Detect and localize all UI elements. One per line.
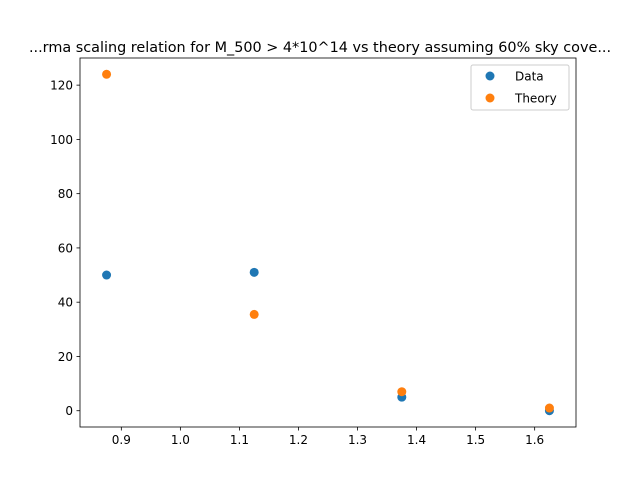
- y-tick-label: 120: [50, 79, 73, 93]
- axes-background: [80, 58, 576, 427]
- axes-frame: [79, 57, 577, 428]
- point-theory: [544, 403, 554, 413]
- legend-marker-data: [485, 71, 495, 81]
- x-tick-label: 1.3: [348, 433, 367, 447]
- point-theory: [102, 69, 112, 79]
- y-tick-label: 100: [50, 133, 73, 147]
- point-theory: [249, 309, 259, 319]
- x-tick-label: 1.5: [466, 433, 485, 447]
- x-tick-label: 1.6: [525, 433, 544, 447]
- plot-area: [80, 58, 576, 427]
- y-tick-label: 40: [58, 296, 73, 310]
- x-tick-label: 1.0: [171, 433, 190, 447]
- legend-marker-theory: [485, 93, 495, 103]
- point-data: [102, 270, 112, 280]
- point-theory: [397, 387, 407, 397]
- y-tick-label: 80: [58, 187, 73, 201]
- legend-box: [470, 64, 570, 111]
- y-tick-label: 60: [58, 241, 73, 255]
- legend: Data Theory: [470, 64, 570, 111]
- point-data: [249, 267, 259, 277]
- chart-title: ...rma scaling relation for M_500 > 4*10…: [29, 40, 611, 56]
- x-tick-label: 0.9: [112, 433, 131, 447]
- x-tick-label: 1.1: [230, 433, 249, 447]
- x-axis-ticks: 0.9 1.0 1.1 1.2 1.3 1.4 1.5 1.6: [112, 427, 544, 447]
- legend-label-data: Data: [515, 70, 544, 84]
- legend-label-theory: Theory: [514, 92, 557, 106]
- x-tick-label: 1.2: [289, 433, 308, 447]
- y-tick-label: 0: [65, 404, 73, 418]
- y-axis-ticks: 0 20 40 60 80 100 120: [50, 79, 80, 418]
- data-points: [102, 69, 554, 416]
- y-tick-label: 20: [58, 350, 73, 364]
- x-tick-label: 1.4: [407, 433, 426, 447]
